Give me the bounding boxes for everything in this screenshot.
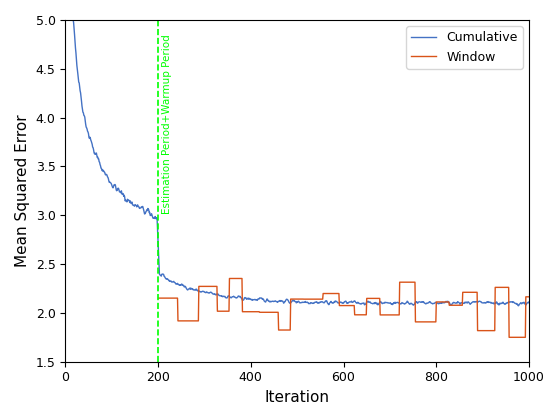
Window xyxy=(175,318,181,323)
Cumulative xyxy=(250,297,256,302)
Window xyxy=(320,291,326,296)
Cumulative xyxy=(267,299,273,304)
Window xyxy=(195,284,202,289)
Window xyxy=(432,319,439,324)
Cumulative xyxy=(110,185,116,190)
Window xyxy=(155,296,162,301)
Window xyxy=(335,291,342,296)
Window xyxy=(226,276,233,281)
Window xyxy=(445,299,452,304)
X-axis label: Iteration: Iteration xyxy=(265,390,330,405)
Window xyxy=(433,299,440,304)
Window xyxy=(275,310,282,315)
Window xyxy=(459,303,465,308)
Window xyxy=(412,319,419,324)
Window xyxy=(195,318,202,323)
Line: Cumulative: Cumulative xyxy=(66,20,529,306)
Window xyxy=(446,303,452,308)
Window xyxy=(522,294,529,299)
Window xyxy=(522,335,529,340)
Text: Estimation Period+Warmup Period: Estimation Period+Warmup Period xyxy=(162,34,172,214)
Cumulative xyxy=(62,18,69,23)
Window xyxy=(256,309,263,314)
Window xyxy=(491,328,498,333)
Window xyxy=(213,284,220,289)
Window xyxy=(396,280,403,285)
Window xyxy=(239,309,246,314)
Window xyxy=(214,309,221,314)
Window xyxy=(526,294,533,299)
Window xyxy=(287,328,293,333)
Window xyxy=(351,312,358,318)
Window xyxy=(363,296,370,301)
Window xyxy=(174,296,181,301)
Window xyxy=(396,312,403,318)
Window xyxy=(377,312,384,318)
Cumulative xyxy=(381,301,388,306)
Window xyxy=(351,303,358,308)
Window xyxy=(287,297,294,302)
Window xyxy=(363,312,370,318)
Window xyxy=(226,309,232,314)
Cumulative xyxy=(432,300,438,305)
Window xyxy=(336,303,343,308)
Window xyxy=(319,297,326,302)
Window xyxy=(492,285,498,290)
Window xyxy=(459,290,466,295)
Window xyxy=(412,280,418,285)
Window xyxy=(505,285,512,290)
Legend: Cumulative, Window: Cumulative, Window xyxy=(407,26,523,68)
Y-axis label: Mean Squared Error: Mean Squared Error xyxy=(15,115,30,267)
Window xyxy=(474,328,481,333)
Cumulative xyxy=(515,303,522,308)
Window xyxy=(376,296,383,301)
Cumulative xyxy=(424,301,431,306)
Window xyxy=(300,297,306,302)
Window xyxy=(506,335,512,340)
Window xyxy=(256,310,263,315)
Window xyxy=(300,297,307,302)
Cumulative xyxy=(526,300,533,305)
Window xyxy=(239,276,245,281)
Window xyxy=(474,290,480,295)
Window xyxy=(276,328,282,333)
Line: Window: Window xyxy=(158,278,529,337)
